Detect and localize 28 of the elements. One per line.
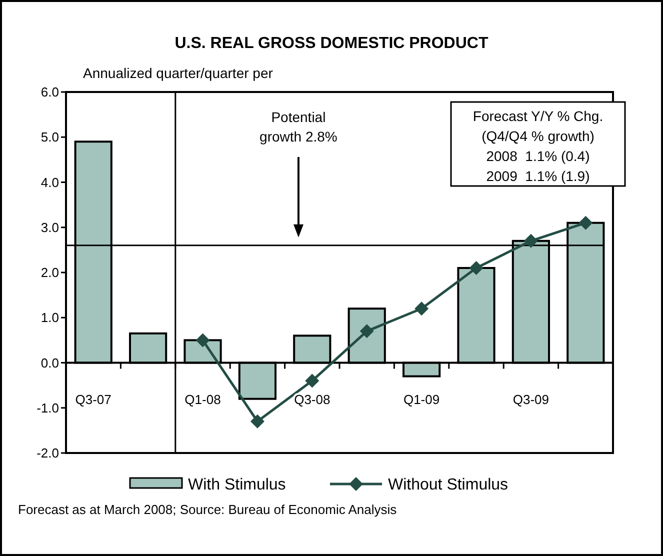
point bbox=[524, 234, 538, 248]
y-tick-label: 4.0 bbox=[40, 174, 59, 190]
x-tick-label: Q3-07 bbox=[75, 392, 112, 407]
chart-title: U.S. REAL GROSS DOMESTIC PRODUCT bbox=[174, 35, 488, 52]
point bbox=[469, 260, 484, 275]
y-tick-label: 6.0 bbox=[40, 84, 59, 100]
y-tick-label: 0.0 bbox=[40, 355, 59, 370]
point bbox=[250, 414, 264, 428]
y-axis-title: Annualized quarter/quarter per bbox=[83, 65, 274, 81]
legend-label: With Stimulus bbox=[188, 476, 286, 494]
annotation: Forecast Y/Y % Chg. (Q4/Q4 % growth) 2008 1.1% (0.4) 2009 1.1% (1.9) bbox=[472, 108, 604, 184]
y-tick-label: 3.0 bbox=[40, 220, 59, 235]
x-tick-label: Q3-08 bbox=[294, 392, 330, 407]
y-tick-label: 5.0 bbox=[40, 130, 59, 145]
text: Forecast as at March 2008; Source: Bureau of Economic Analysis bbox=[18, 502, 398, 517]
x-tick-label: Q1-09 bbox=[403, 392, 440, 407]
y-tick-label: 2.0 bbox=[40, 265, 59, 280]
y-tick-label: -2.0 bbox=[36, 446, 59, 461]
point bbox=[196, 333, 210, 348]
point bbox=[305, 374, 320, 388]
y-tick-label: 1.0 bbox=[40, 310, 59, 326]
annotation: Potential growth 2.8% bbox=[260, 109, 338, 145]
point bbox=[414, 302, 429, 316]
x-tick-label: Q1-08 bbox=[184, 392, 221, 407]
point bbox=[578, 216, 593, 230]
x-tick-label: Q3-09 bbox=[512, 392, 550, 407]
y-tick-label: -1.0 bbox=[36, 400, 59, 416]
legend-label: Without Stimulus bbox=[388, 476, 508, 494]
